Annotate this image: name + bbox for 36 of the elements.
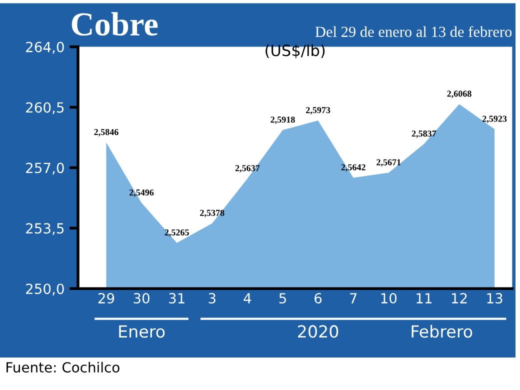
x-tick-label: 3 — [208, 293, 216, 304]
text: 2,5918 — [270, 116, 295, 124]
text: 2,5671 — [376, 159, 401, 167]
x-tick-label: 5 — [279, 293, 286, 304]
chart-subtitle: Del 29 de enero al 13 de febrero — [315, 26, 512, 37]
text: 2,5923 — [482, 116, 507, 124]
y-tick-label: 253,5 — [26, 223, 64, 236]
text: 2,5378 — [200, 210, 224, 218]
chart-title: Cobre — [72, 12, 158, 36]
x-tick-label: 13 — [487, 293, 502, 304]
text: 2,5637 — [235, 165, 260, 172]
x-tick-label: 12 — [452, 293, 467, 304]
x-tick-label: 10 — [381, 293, 397, 304]
text: Enero — [119, 325, 165, 338]
x-tick-label: 30 — [134, 293, 150, 304]
text: 2,5973 — [306, 107, 330, 114]
y-tick-label: 250,0 — [26, 284, 64, 296]
text: 2,5496 — [130, 189, 154, 197]
x-tick-label: 29 — [98, 293, 114, 304]
text: 2,5265 — [164, 229, 189, 237]
text: 2,5837 — [412, 130, 436, 138]
text: 2020 — [298, 325, 338, 338]
y-tick-label: 260,5 — [26, 102, 64, 114]
x-tick-label: 7 — [350, 293, 357, 304]
y-tick-label: 264,0 — [26, 42, 64, 54]
text: 2,5642 — [341, 164, 366, 172]
x-tick-label: 6 — [314, 293, 322, 304]
y-tick-label: 257,0 — [26, 162, 64, 175]
x-tick-label: 31 — [169, 293, 184, 304]
text: 2,6068 — [447, 90, 472, 98]
text: Febrero — [412, 324, 472, 338]
x-tick-label: 11 — [416, 293, 432, 304]
x-tick-label: 4 — [244, 293, 252, 304]
y-axis-title: (US$/lb) — [266, 44, 325, 58]
source-note: Fuente: Cochilco — [6, 362, 120, 373]
text: 2,5846 — [94, 129, 118, 136]
